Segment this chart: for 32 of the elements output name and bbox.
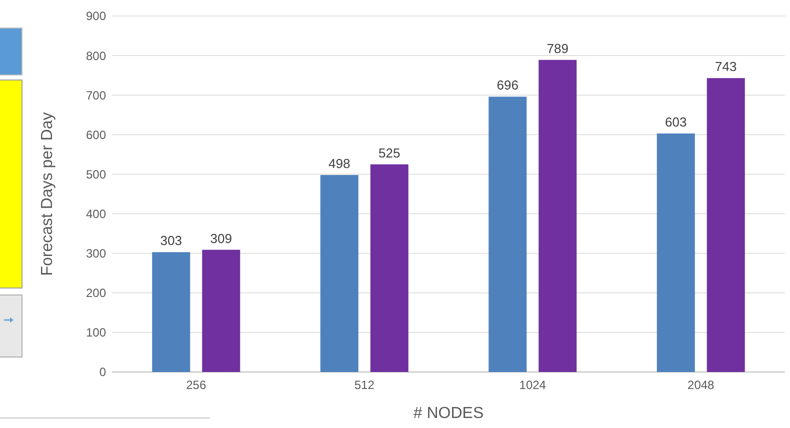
bar bbox=[370, 164, 408, 372]
x-axis-title: # NODES bbox=[413, 405, 484, 422]
y-tick-label: 500 bbox=[86, 167, 106, 182]
y-tick-label: 600 bbox=[86, 128, 106, 142]
y-tick-label: 700 bbox=[86, 88, 106, 102]
x-tick-label: 256 bbox=[186, 378, 206, 392]
data-label: 498 bbox=[328, 156, 350, 172]
bar bbox=[202, 250, 240, 372]
data-label: 525 bbox=[378, 145, 400, 160]
x-tick-label: 2048 bbox=[688, 378, 715, 392]
y-axis-title: Forecast Days per Day bbox=[39, 112, 56, 276]
data-label: 309 bbox=[210, 230, 232, 246]
x-tick-label: 1024 bbox=[519, 378, 546, 392]
y-tick-label: 300 bbox=[86, 246, 106, 261]
data-label: 743 bbox=[715, 59, 737, 74]
bar bbox=[320, 175, 358, 372]
y-tick-label: 0 bbox=[99, 365, 106, 380]
x-tick-label: 512 bbox=[354, 378, 375, 392]
data-label: 696 bbox=[496, 78, 518, 93]
y-tick-label: 800 bbox=[86, 48, 106, 63]
data-label: 789 bbox=[546, 40, 568, 56]
data-label: 303 bbox=[160, 233, 182, 248]
y-tick-label: 100 bbox=[86, 326, 106, 340]
y-tick-label: 400 bbox=[86, 206, 106, 221]
bar bbox=[656, 133, 695, 372]
bar bbox=[488, 96, 527, 372]
y-tick-label: 200 bbox=[86, 286, 106, 300]
bar bbox=[538, 60, 577, 372]
y-tick-label: 900 bbox=[86, 9, 106, 24]
bar bbox=[706, 78, 745, 372]
bar bbox=[152, 252, 190, 372]
data-label: 603 bbox=[665, 114, 687, 130]
